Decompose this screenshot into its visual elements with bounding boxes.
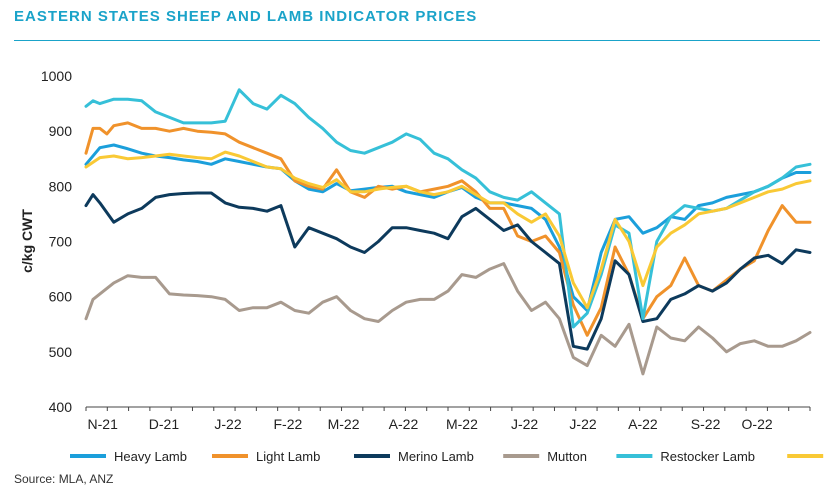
x-tick-label: J-22 [214,416,241,432]
x-tick-label: J-22 [511,416,538,432]
legend-label-merino-lamb: Merino Lamb [398,449,474,464]
x-tick-label: J-22 [569,416,596,432]
legend-label-light-lamb: Light Lamb [256,449,320,464]
legend-label-restocker-lamb: Restocker Lamb [660,449,755,464]
x-tick-label: M-22 [446,416,478,432]
y-tick-label: 600 [49,289,73,305]
line-chart: 1000 900 800 700 600 500 400 N-21 D-21 J-22 F-22 M… [19,68,824,464]
x-tick-label: N-21 [88,416,119,432]
legend-label-heavy-lamb: Heavy Lamb [114,449,187,464]
y-tick-label: 800 [49,178,73,194]
x-tick-label: A-22 [628,416,658,432]
series-line-merino-lamb [84,191,812,351]
x-tick-label: O-22 [742,416,773,432]
y-tick-label: 1000 [41,68,72,84]
x-tick-label: S-22 [691,416,721,432]
legend-label-mutton: Mutton [547,449,587,464]
x-tick-label: M-22 [328,416,360,432]
series-line-light-lamb [84,121,812,337]
x-tick-label: F-22 [273,416,302,432]
series-line-trade-lamb [84,150,812,310]
chart-title: EASTERN STATES SHEEP AND LAMB INDICATOR … [14,8,478,25]
y-tick-label: 400 [49,399,73,415]
title-divider [14,40,820,41]
legend: Heavy Lamb Light Lamb Merino Lamb Mutton Res… [70,449,824,464]
y-tick-label: 700 [49,234,73,250]
series-line-mutton [84,262,812,376]
x-tick-label: A-22 [389,416,419,432]
series-line-restocker-lamb [84,88,812,329]
y-axis: 1000 900 800 700 600 500 400 [41,68,72,415]
y-tick-label: 500 [49,344,73,360]
x-tick-label: D-21 [149,416,180,432]
series-lines [84,88,812,376]
y-axis-label: c/kg CWT [19,209,35,273]
x-axis: N-21 D-21 J-22 F-22 M-22 A-22 M-22 J-22 J-22 A-22… [85,406,811,432]
source-note: Source: MLA, ANZ [14,472,114,486]
y-tick-label: 900 [49,123,73,139]
